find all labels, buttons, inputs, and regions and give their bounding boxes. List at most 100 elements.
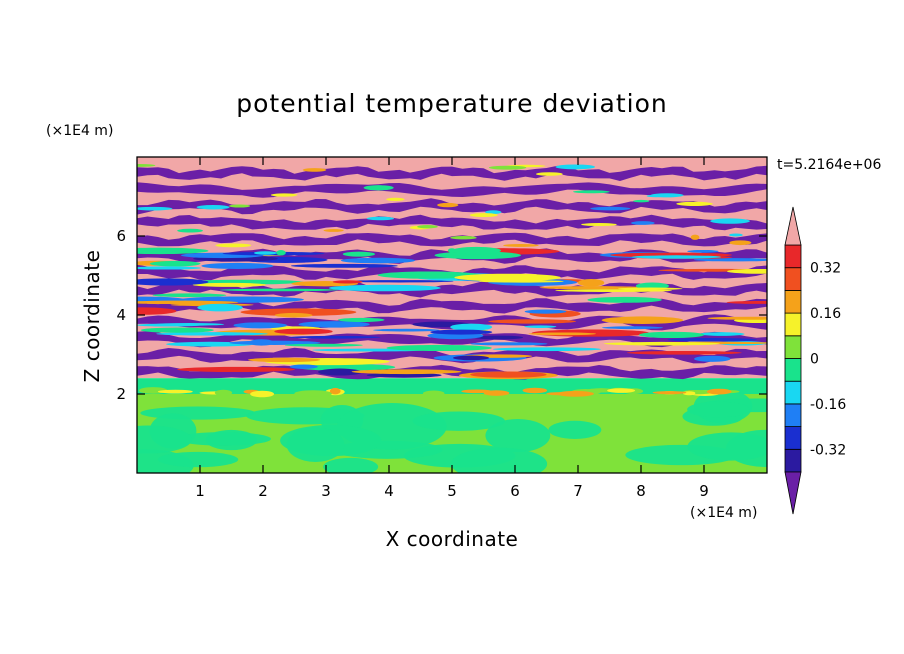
lower-layer-cell <box>451 447 548 473</box>
filament <box>323 229 344 232</box>
filament <box>587 296 662 303</box>
filament <box>274 312 313 318</box>
filament <box>602 326 663 330</box>
filament <box>618 287 683 290</box>
x-tick-label: 2 <box>258 482 268 500</box>
filament <box>342 251 376 257</box>
filament <box>450 323 493 331</box>
x-tick-label: 4 <box>384 482 394 500</box>
filament <box>434 251 522 260</box>
colorbar-tick-label: -0.16 <box>810 397 846 413</box>
filament <box>254 251 277 255</box>
x-tick-label: 9 <box>699 482 709 500</box>
transition-streak <box>556 390 594 397</box>
filament <box>137 206 173 211</box>
lower-layer-cell <box>286 427 345 462</box>
filament <box>528 332 596 336</box>
filament <box>270 193 298 197</box>
colorbar-segment <box>784 289 802 314</box>
filament <box>601 316 684 324</box>
filament <box>289 364 318 369</box>
y-axis-ticks: 2 4 6 <box>116 227 767 403</box>
filament <box>140 327 214 333</box>
filament <box>474 335 524 340</box>
x-axis-ticks: 1 2 3 4 5 6 7 8 9 <box>195 157 709 500</box>
cold-band <box>137 232 767 247</box>
colorbar-tick-label: 0.16 <box>810 306 841 322</box>
transition-streak <box>250 390 275 398</box>
lower-layer-cell <box>137 425 192 454</box>
filament <box>152 293 227 298</box>
filament <box>707 316 767 320</box>
filament <box>219 288 339 292</box>
filament <box>451 246 502 255</box>
filament <box>572 190 610 194</box>
filament <box>638 331 705 339</box>
filament <box>450 236 477 240</box>
filament <box>149 260 201 267</box>
filament <box>603 341 720 346</box>
transition-streak <box>294 390 333 397</box>
time-label: t=5.2164e+06 <box>777 157 881 173</box>
filament <box>694 355 731 362</box>
filament <box>555 164 596 170</box>
filament <box>631 221 655 225</box>
y-tick-label: 4 <box>116 306 126 324</box>
x-tick-label: 7 <box>573 482 583 500</box>
filament <box>363 185 394 191</box>
lower-layer-cell <box>687 401 751 418</box>
filament <box>577 279 605 287</box>
chart-title: potential temperature deviation <box>236 89 667 118</box>
filament <box>646 194 666 198</box>
filament <box>447 248 456 253</box>
colorbar-segment <box>784 426 802 450</box>
filament <box>177 366 296 373</box>
filament <box>470 371 547 378</box>
filament <box>137 266 202 270</box>
filament <box>248 357 321 363</box>
filament <box>729 233 743 237</box>
x-tick-label: 1 <box>195 482 205 500</box>
filament <box>503 243 539 247</box>
x-tick-label: 5 <box>447 482 457 500</box>
transition-streak <box>522 387 548 394</box>
transition-streak <box>422 390 445 397</box>
filament <box>137 300 239 305</box>
colorbar-segment <box>784 403 802 427</box>
cold-band <box>137 165 767 181</box>
colorbar-segment <box>784 380 802 405</box>
filament <box>488 165 527 170</box>
filament <box>437 202 459 208</box>
filament <box>581 222 617 227</box>
filament <box>492 347 601 352</box>
filament <box>229 340 321 345</box>
colorbar-segment <box>784 335 802 359</box>
filament <box>137 163 156 167</box>
filament <box>337 317 385 323</box>
filament <box>318 368 363 376</box>
x-tick-label: 8 <box>636 482 646 500</box>
filament <box>710 218 750 224</box>
plot-area <box>137 157 767 473</box>
transition-streak <box>461 389 493 394</box>
filament <box>676 201 713 207</box>
filament <box>332 280 363 284</box>
transition-streak <box>329 387 341 395</box>
y-unit-label: (×1E4 m) <box>46 123 113 139</box>
filament <box>626 350 742 355</box>
filament <box>154 322 225 326</box>
filament <box>201 262 274 269</box>
filament <box>485 210 502 215</box>
colorbar-over-arrow <box>784 206 802 246</box>
lower-layer-cell <box>485 418 551 453</box>
filament <box>137 307 177 315</box>
filament <box>454 273 561 282</box>
colorbar-tick-label: -0.32 <box>810 442 846 458</box>
transition-streak <box>607 388 636 393</box>
filament <box>233 322 287 329</box>
filament <box>229 204 251 208</box>
x-tick-label: 3 <box>321 482 331 500</box>
lower-layer-cell <box>687 432 767 461</box>
filament <box>284 343 363 347</box>
